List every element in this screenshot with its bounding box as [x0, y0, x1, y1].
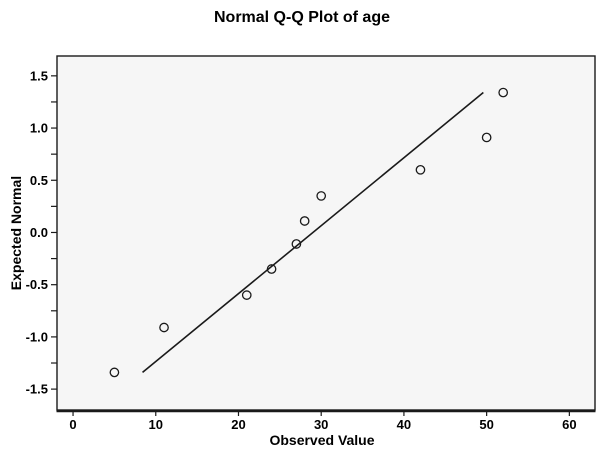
x-axis-title: Observed Value	[269, 432, 374, 448]
y-tick-label: -1.5	[26, 382, 48, 397]
data-point-marker	[299, 216, 310, 226]
qq-reference-line	[142, 91, 484, 374]
y-tick-label: 0.5	[30, 173, 48, 188]
data-point-marker	[291, 239, 302, 249]
plot-area	[57, 56, 595, 410]
x-tick-label: 30	[314, 417, 328, 432]
data-point-marker	[481, 132, 492, 143]
y-axis-title: Expected Normal	[8, 176, 24, 290]
y-tick-label: 1.0	[30, 121, 48, 136]
data-point-marker	[316, 191, 327, 201]
data-point-marker	[109, 367, 120, 378]
x-tick-label: 60	[562, 417, 576, 432]
data-point-marker	[241, 290, 252, 300]
x-tick-label: 40	[397, 417, 411, 432]
y-tick-label: -0.5	[26, 277, 48, 292]
x-tick-label: 10	[149, 417, 163, 432]
x-tick-label: 50	[479, 417, 493, 432]
x-tick-label: 20	[231, 417, 245, 432]
y-tick-label: 1.5	[30, 68, 48, 83]
y-tick-label: -1.0	[26, 329, 48, 344]
chart-title: Normal Q-Q Plot of age	[214, 9, 390, 26]
plot-frame	[56, 55, 596, 411]
y-tick-label: 0.0	[30, 225, 48, 240]
data-point-marker	[266, 264, 277, 274]
x-tick-label: 0	[69, 417, 76, 432]
plot-layer: 1.5 1.0 0.5 0.0 -0.5 -1.0 -1.5 0 10 20 30 40 50 60	[26, 55, 596, 432]
data-point-marker	[415, 164, 426, 175]
data-point-marker	[159, 322, 169, 333]
data-point-marker	[498, 87, 509, 98]
